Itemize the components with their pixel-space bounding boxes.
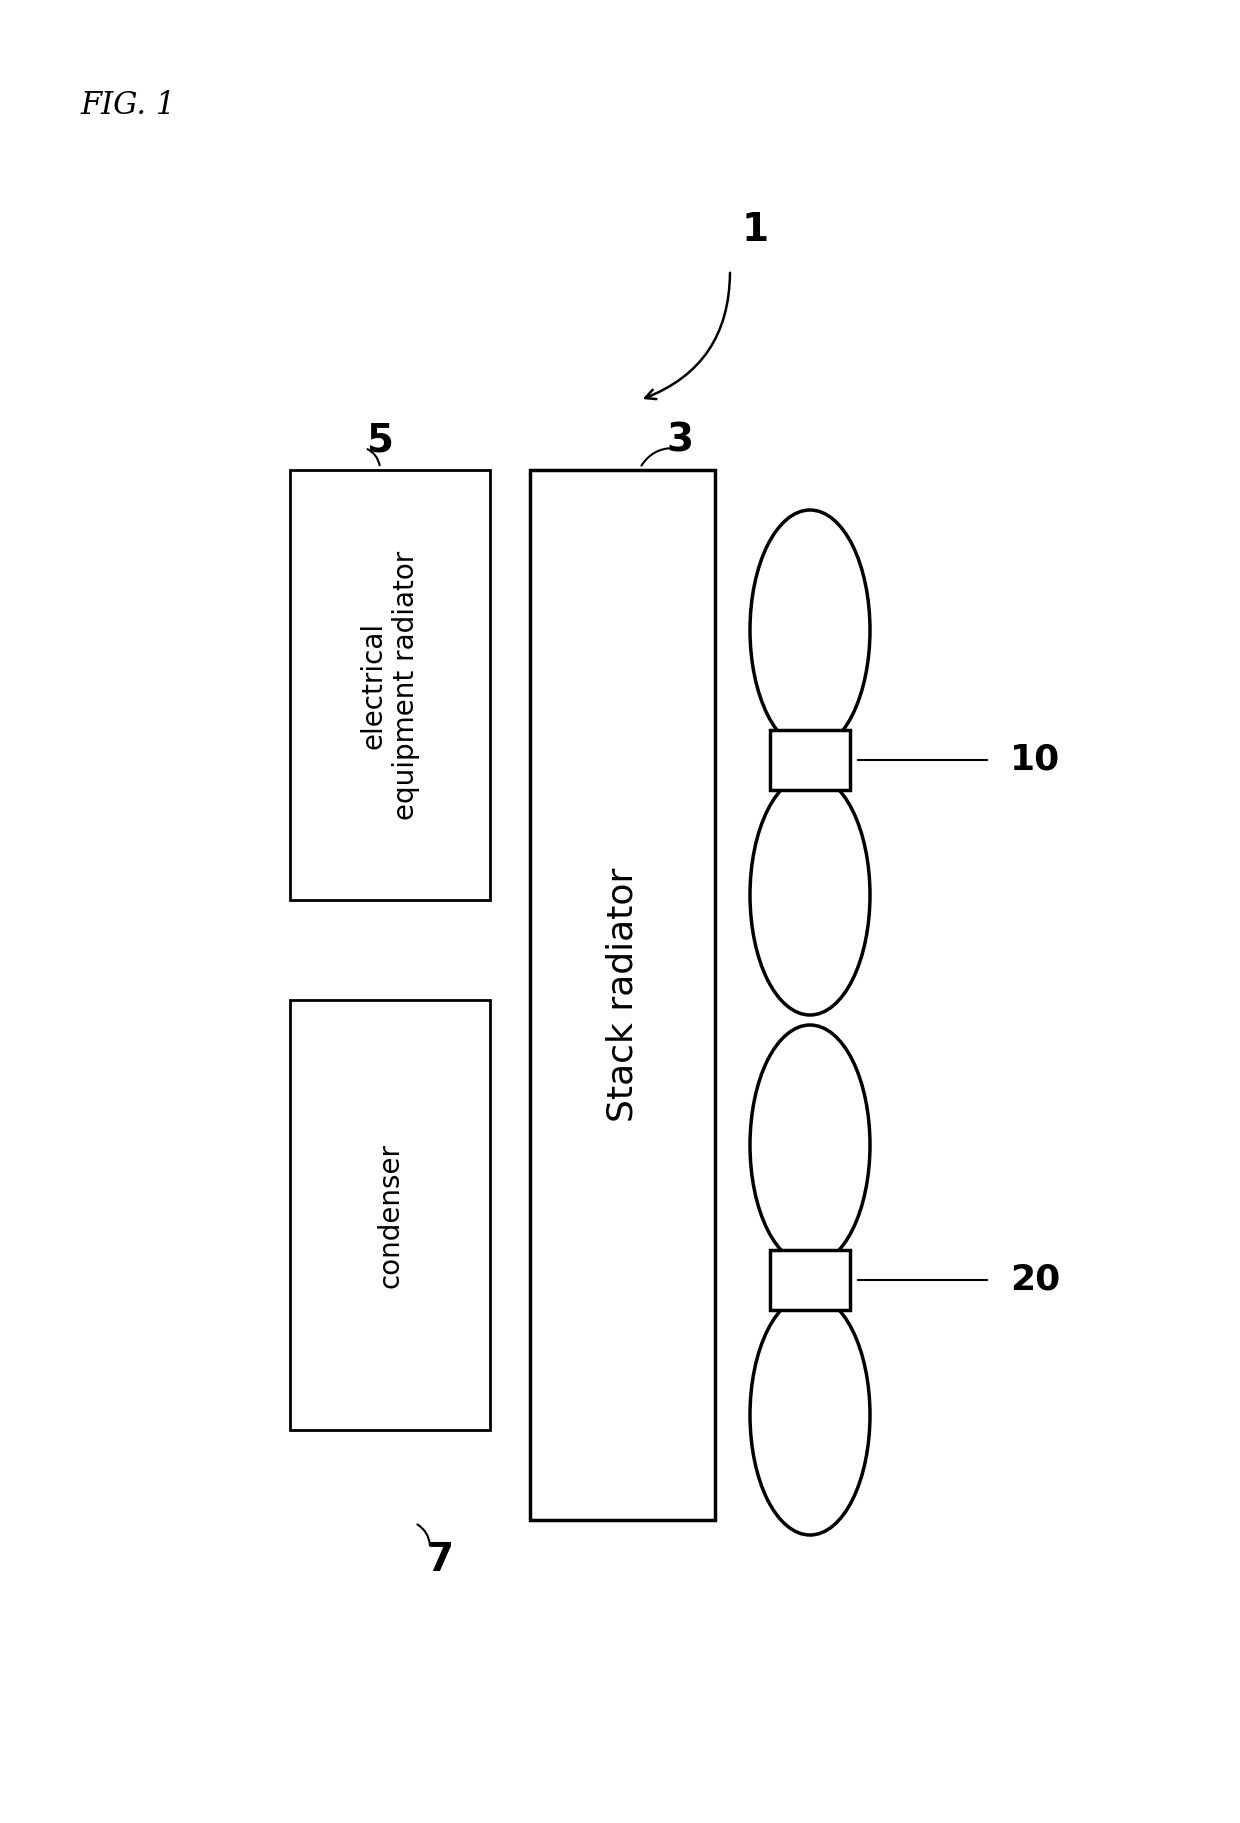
Text: 7: 7 (427, 1540, 454, 1579)
Ellipse shape (750, 1294, 870, 1535)
Bar (290, 470, 490, 901)
Text: Stack radiator: Stack radiator (605, 868, 640, 1123)
Text: 10: 10 (1011, 744, 1060, 777)
Text: condenser: condenser (376, 1143, 404, 1287)
Text: 5: 5 (367, 421, 393, 459)
Text: 20: 20 (1011, 1263, 1060, 1296)
Text: FIG. 1: FIG. 1 (81, 89, 175, 120)
Ellipse shape (750, 1025, 870, 1265)
Text: 1: 1 (742, 211, 769, 250)
Ellipse shape (750, 510, 870, 749)
Bar (770, 1251, 849, 1311)
Text: 3: 3 (666, 421, 693, 459)
Text: electrical
equipment radiator: electrical equipment radiator (360, 551, 420, 820)
Bar (529, 470, 715, 1520)
Ellipse shape (750, 775, 870, 1015)
Bar (290, 1001, 490, 1429)
Bar (770, 729, 849, 789)
